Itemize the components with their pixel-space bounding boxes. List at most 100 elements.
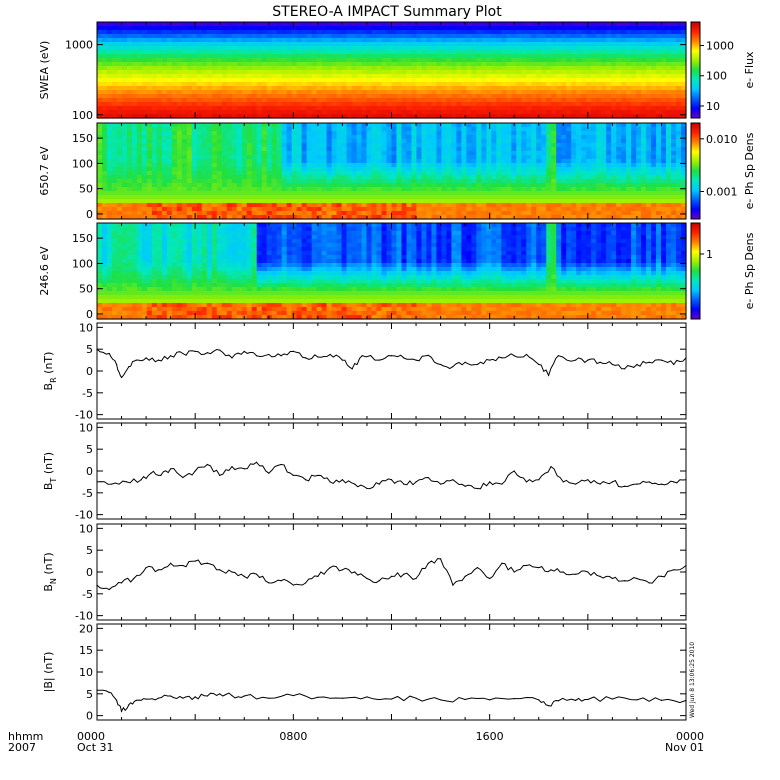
heatmap-cell (636, 94, 642, 99)
heatmap-cell (661, 38, 667, 43)
heatmap-cell (141, 143, 148, 148)
heatmap-cell (426, 98, 433, 103)
heatmap-cell (196, 30, 203, 35)
heatmap-cell (271, 207, 278, 212)
heatmap-cell (97, 94, 103, 99)
heatmap-cell (656, 38, 662, 43)
heatmap-cell (366, 187, 373, 192)
heatmap-cell (571, 58, 577, 63)
heatmap-cell (336, 135, 343, 140)
heatmap-cell (446, 143, 452, 148)
heatmap-cell (286, 42, 293, 47)
heatmap-cell (116, 155, 123, 160)
heatmap-cell (151, 191, 158, 196)
heatmap-cell (296, 123, 303, 128)
heatmap-cell (341, 203, 348, 208)
heatmap-cell (291, 179, 298, 184)
heatmap-cell (266, 199, 273, 204)
heatmap-cell (456, 106, 462, 111)
heatmap-cell (326, 102, 333, 107)
heatmap-cell (191, 98, 198, 103)
heatmap-cell (211, 135, 218, 140)
heatmap-cell (176, 155, 183, 160)
heatmap-cell (371, 90, 378, 95)
heatmap-cell (146, 102, 153, 107)
heatmap-cell (331, 98, 338, 103)
heatmap-cell (276, 26, 283, 31)
heatmap-cell (301, 22, 308, 27)
heatmap-cell (376, 46, 383, 51)
heatmap-cell (326, 127, 333, 132)
heatmap-cell (486, 42, 492, 47)
heatmap-cell (676, 54, 682, 59)
heatmap-cell (191, 199, 198, 204)
heatmap-cell (231, 98, 238, 103)
heatmap-cell (341, 66, 348, 71)
heatmap-cell (366, 78, 373, 83)
heatmap-cell (471, 171, 477, 176)
heatmap-cell (226, 82, 233, 87)
heatmap-cell (386, 90, 393, 95)
heatmap-cell (146, 106, 153, 111)
heatmap-cell (466, 195, 472, 200)
heatmap-cell (206, 171, 213, 176)
heatmap-cell (471, 183, 477, 188)
heatmap-cell (491, 207, 497, 212)
heatmap-cell (396, 114, 403, 119)
heatmap-cell (651, 74, 657, 79)
heatmap-cell (461, 135, 467, 140)
heatmap-cell (266, 110, 273, 115)
heatmap-cell (486, 175, 492, 180)
heatmap-cell (226, 183, 233, 188)
heatmap-cell (106, 199, 113, 204)
heatmap-cell (106, 98, 113, 103)
heatmap-cell (401, 58, 408, 63)
heatmap-cell (191, 203, 198, 208)
heatmap-cell (586, 110, 592, 115)
heatmap-cell (421, 127, 428, 132)
heatmap-cell (361, 54, 368, 59)
heatmap-cell (221, 78, 228, 83)
heatmap-cell (601, 102, 607, 107)
heatmap-cell (361, 131, 368, 136)
heatmap-cell (406, 203, 413, 208)
heatmap-cell (576, 94, 582, 99)
heatmap-cell (181, 143, 188, 148)
heatmap-cell (436, 114, 443, 119)
heatmap-cell (151, 74, 158, 79)
heatmap-cell (196, 163, 203, 168)
heatmap-cell (141, 70, 148, 75)
heatmap-cell (241, 26, 248, 31)
heatmap-cell (516, 26, 522, 31)
heatmap-cell (511, 139, 517, 144)
heatmap-cell (476, 135, 482, 140)
heatmap-cell (251, 207, 258, 212)
heatmap-cell (136, 54, 143, 59)
heatmap-cell (531, 90, 537, 95)
heatmap-cell (531, 114, 537, 119)
heatmap-cell (341, 187, 348, 192)
heatmap-cell (141, 110, 148, 115)
heatmap-cell (391, 30, 398, 35)
heatmap-cell (256, 102, 263, 107)
heatmap-cell (591, 94, 597, 99)
heatmap-cell (151, 199, 158, 204)
heatmap-cell (481, 114, 487, 119)
heatmap-cell (591, 66, 597, 71)
heatmap-cell (631, 30, 637, 35)
heatmap-cell (531, 66, 537, 71)
heatmap-cell (161, 163, 168, 168)
heatmap-cell (331, 26, 338, 31)
heatmap-cell (561, 58, 567, 63)
heatmap-cell (181, 195, 188, 200)
heatmap-cell (241, 90, 248, 95)
heatmap-cell (346, 74, 353, 79)
heatmap-cell (176, 211, 183, 216)
heatmap-cell (511, 167, 517, 172)
heatmap-cell (436, 167, 443, 172)
heatmap-cell (466, 46, 472, 51)
heatmap-cell (601, 66, 607, 71)
heatmap-cell (516, 82, 522, 87)
heatmap-cell (451, 135, 457, 140)
heatmap-cell (516, 155, 522, 160)
